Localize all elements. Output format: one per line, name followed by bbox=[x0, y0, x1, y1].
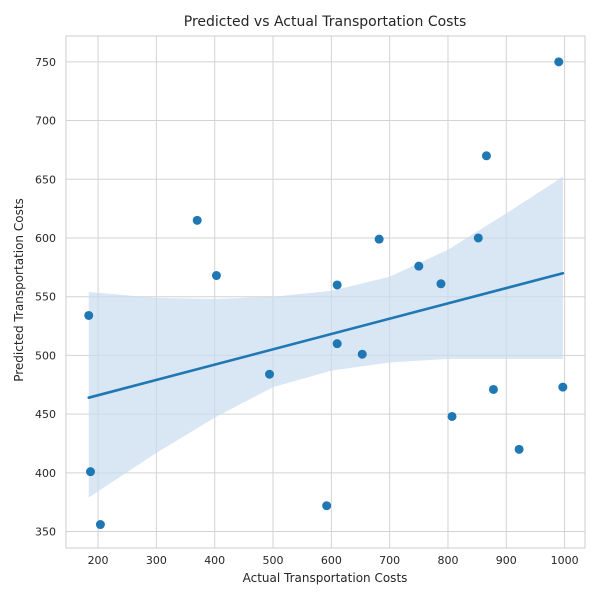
data-point bbox=[488, 384, 498, 394]
data-point bbox=[211, 271, 221, 281]
x-tick-label: 200 bbox=[88, 554, 109, 567]
x-tick-label: 1000 bbox=[551, 554, 579, 567]
data-point bbox=[436, 279, 446, 289]
data-point bbox=[192, 215, 202, 225]
data-point bbox=[447, 411, 457, 421]
y-tick-labels: 350 400 450 500 550 600 650 700 750 bbox=[35, 56, 56, 539]
y-axis-label: Predicted Transportation Costs bbox=[12, 198, 26, 382]
x-tick-label: 600 bbox=[321, 554, 342, 567]
x-axis-label: Actual Transportation Costs bbox=[243, 571, 408, 585]
data-point bbox=[265, 369, 275, 379]
data-point bbox=[473, 233, 483, 243]
y-tick-label: 400 bbox=[35, 467, 56, 480]
x-tick-label: 700 bbox=[379, 554, 400, 567]
regression-line bbox=[87, 271, 565, 399]
data-point bbox=[85, 467, 95, 477]
y-tick-label: 750 bbox=[35, 56, 56, 69]
data-point bbox=[95, 520, 105, 530]
x-tick-label: 800 bbox=[437, 554, 458, 567]
data-point bbox=[322, 501, 332, 511]
plot-frame bbox=[65, 35, 586, 549]
data-point bbox=[414, 261, 424, 271]
data-point bbox=[84, 310, 94, 320]
data-point bbox=[357, 349, 367, 359]
data-point bbox=[332, 339, 342, 349]
x-tick-label: 900 bbox=[496, 554, 517, 567]
chart-title: Predicted vs Actual Transportation Costs bbox=[184, 14, 466, 30]
data-point bbox=[481, 151, 491, 161]
y-tick-label: 450 bbox=[35, 408, 56, 421]
x-tick-label: 500 bbox=[263, 554, 284, 567]
data-point bbox=[558, 382, 568, 392]
x-tick-labels: 200 300 400 500 600 700 800 900 1000 bbox=[88, 554, 579, 567]
y-tick-label: 700 bbox=[35, 115, 56, 128]
data-point bbox=[514, 444, 524, 454]
y-tick-label: 500 bbox=[35, 349, 56, 362]
y-tick-label: 600 bbox=[35, 232, 56, 245]
data-point bbox=[332, 280, 342, 290]
data-point bbox=[374, 234, 384, 244]
x-tick-label: 400 bbox=[204, 554, 225, 567]
y-tick-label: 650 bbox=[35, 173, 56, 186]
y-tick-label: 550 bbox=[35, 291, 56, 304]
data-point bbox=[554, 57, 564, 67]
confidence-band bbox=[88, 176, 563, 498]
x-tick-label: 300 bbox=[146, 554, 167, 567]
data-points bbox=[84, 57, 568, 530]
y-tick-label: 350 bbox=[35, 526, 56, 539]
